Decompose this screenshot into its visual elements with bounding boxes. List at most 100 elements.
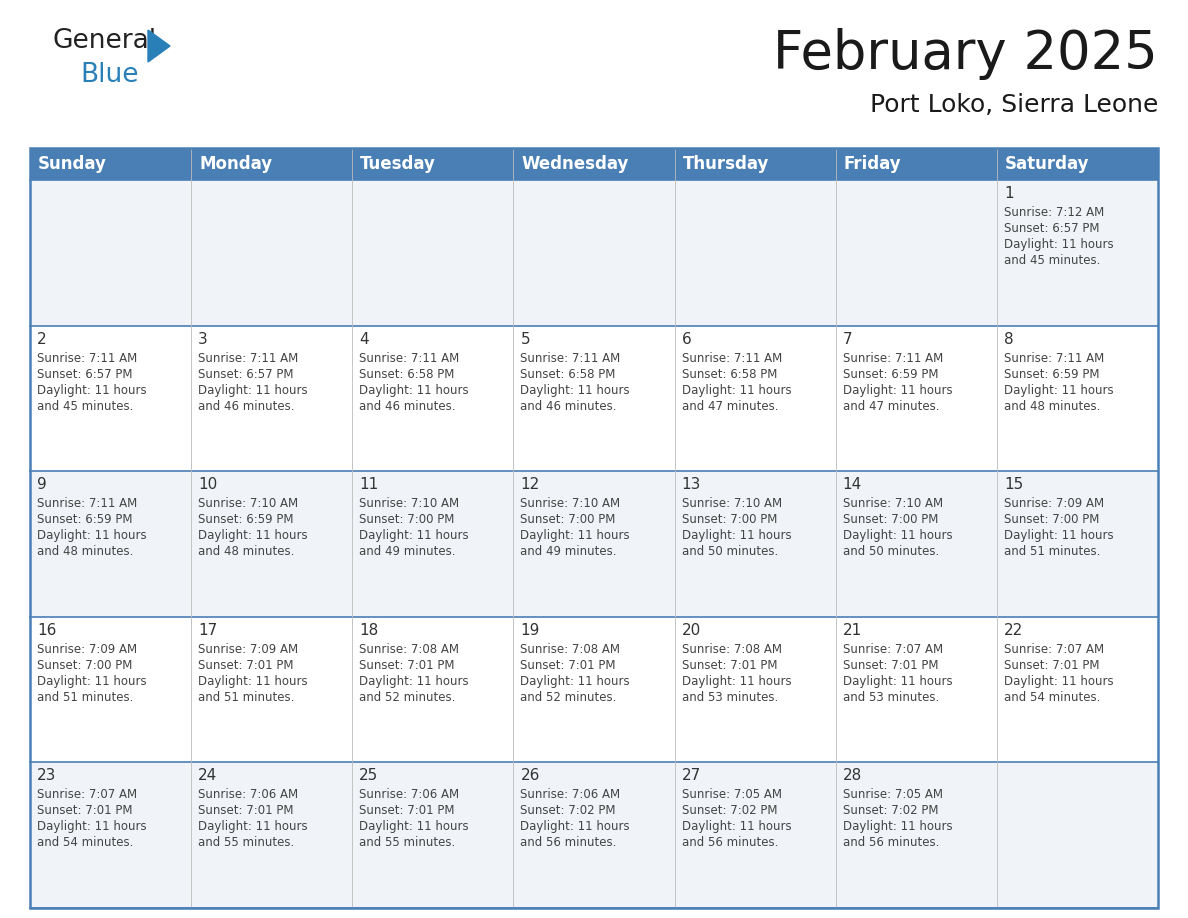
Text: Sunset: 7:01 PM: Sunset: 7:01 PM [198, 659, 293, 672]
Text: Sunrise: 7:10 AM: Sunrise: 7:10 AM [842, 498, 943, 510]
Text: Sunset: 7:00 PM: Sunset: 7:00 PM [359, 513, 455, 526]
Text: Daylight: 11 hours: Daylight: 11 hours [842, 675, 953, 688]
Text: and 46 minutes.: and 46 minutes. [359, 399, 456, 412]
Text: Sunset: 7:02 PM: Sunset: 7:02 PM [682, 804, 777, 817]
Text: Daylight: 11 hours: Daylight: 11 hours [359, 821, 469, 834]
Text: General: General [52, 28, 156, 54]
Text: Sunrise: 7:12 AM: Sunrise: 7:12 AM [1004, 206, 1104, 219]
Text: and 46 minutes.: and 46 minutes. [520, 399, 617, 412]
Text: 4: 4 [359, 331, 369, 347]
Text: Sunrise: 7:09 AM: Sunrise: 7:09 AM [37, 643, 137, 655]
Text: 7: 7 [842, 331, 852, 347]
Text: 5: 5 [520, 331, 530, 347]
Text: and 56 minutes.: and 56 minutes. [682, 836, 778, 849]
Text: and 56 minutes.: and 56 minutes. [520, 836, 617, 849]
Text: Monday: Monday [200, 155, 272, 173]
Text: 19: 19 [520, 622, 539, 638]
Text: Daylight: 11 hours: Daylight: 11 hours [520, 384, 630, 397]
Text: and 55 minutes.: and 55 minutes. [198, 836, 295, 849]
Text: Daylight: 11 hours: Daylight: 11 hours [198, 384, 308, 397]
Text: Sunrise: 7:11 AM: Sunrise: 7:11 AM [520, 352, 620, 364]
Text: Sunrise: 7:09 AM: Sunrise: 7:09 AM [1004, 498, 1104, 510]
Text: Sunset: 7:01 PM: Sunset: 7:01 PM [359, 659, 455, 672]
Text: and 51 minutes.: and 51 minutes. [37, 691, 133, 704]
Text: Sunrise: 7:06 AM: Sunrise: 7:06 AM [520, 789, 620, 801]
Text: Sunset: 7:00 PM: Sunset: 7:00 PM [842, 513, 939, 526]
Text: Daylight: 11 hours: Daylight: 11 hours [520, 821, 630, 834]
Text: Thursday: Thursday [683, 155, 769, 173]
Polygon shape [148, 30, 170, 62]
Text: and 49 minutes.: and 49 minutes. [359, 545, 456, 558]
Text: Sunset: 7:01 PM: Sunset: 7:01 PM [37, 804, 133, 817]
Text: 15: 15 [1004, 477, 1023, 492]
Text: Daylight: 11 hours: Daylight: 11 hours [682, 675, 791, 688]
Text: Daylight: 11 hours: Daylight: 11 hours [1004, 238, 1113, 251]
Text: 18: 18 [359, 622, 379, 638]
Text: Sunday: Sunday [38, 155, 107, 173]
Text: Sunset: 7:02 PM: Sunset: 7:02 PM [842, 804, 939, 817]
Text: Sunrise: 7:08 AM: Sunrise: 7:08 AM [520, 643, 620, 655]
Text: Saturday: Saturday [1005, 155, 1089, 173]
Text: 6: 6 [682, 331, 691, 347]
Text: Sunset: 6:57 PM: Sunset: 6:57 PM [1004, 222, 1099, 235]
Text: Sunrise: 7:09 AM: Sunrise: 7:09 AM [198, 643, 298, 655]
Text: and 53 minutes.: and 53 minutes. [842, 691, 939, 704]
Text: Daylight: 11 hours: Daylight: 11 hours [37, 675, 146, 688]
Bar [30, 617, 1158, 763]
Text: and 54 minutes.: and 54 minutes. [37, 836, 133, 849]
Text: 25: 25 [359, 768, 379, 783]
Text: 17: 17 [198, 622, 217, 638]
Text: Sunset: 7:01 PM: Sunset: 7:01 PM [1004, 659, 1099, 672]
Text: Daylight: 11 hours: Daylight: 11 hours [842, 529, 953, 543]
Text: and 53 minutes.: and 53 minutes. [682, 691, 778, 704]
Text: Daylight: 11 hours: Daylight: 11 hours [198, 675, 308, 688]
Text: and 50 minutes.: and 50 minutes. [842, 545, 939, 558]
Text: Port Loko, Sierra Leone: Port Loko, Sierra Leone [870, 93, 1158, 117]
Text: Daylight: 11 hours: Daylight: 11 hours [842, 821, 953, 834]
Text: Sunset: 6:58 PM: Sunset: 6:58 PM [682, 367, 777, 381]
Text: Daylight: 11 hours: Daylight: 11 hours [198, 529, 308, 543]
Text: Sunset: 6:58 PM: Sunset: 6:58 PM [520, 367, 615, 381]
Bar [30, 180, 1158, 326]
Text: and 54 minutes.: and 54 minutes. [1004, 691, 1100, 704]
Text: 13: 13 [682, 477, 701, 492]
Text: 27: 27 [682, 768, 701, 783]
Text: 10: 10 [198, 477, 217, 492]
Text: Daylight: 11 hours: Daylight: 11 hours [682, 384, 791, 397]
Text: Sunset: 6:58 PM: Sunset: 6:58 PM [359, 367, 455, 381]
Text: Sunset: 6:57 PM: Sunset: 6:57 PM [37, 367, 133, 381]
Text: 2: 2 [37, 331, 46, 347]
Text: Daylight: 11 hours: Daylight: 11 hours [359, 675, 469, 688]
Text: 22: 22 [1004, 622, 1023, 638]
Text: Sunset: 7:00 PM: Sunset: 7:00 PM [520, 513, 615, 526]
Text: 26: 26 [520, 768, 539, 783]
Text: Daylight: 11 hours: Daylight: 11 hours [1004, 675, 1113, 688]
Text: Wednesday: Wednesday [522, 155, 628, 173]
Text: Daylight: 11 hours: Daylight: 11 hours [1004, 384, 1113, 397]
Bar [30, 148, 1158, 908]
Text: Daylight: 11 hours: Daylight: 11 hours [37, 384, 146, 397]
Text: Sunrise: 7:11 AM: Sunrise: 7:11 AM [198, 352, 298, 364]
Text: Sunrise: 7:11 AM: Sunrise: 7:11 AM [359, 352, 460, 364]
Text: 14: 14 [842, 477, 862, 492]
Text: 21: 21 [842, 622, 862, 638]
Text: Daylight: 11 hours: Daylight: 11 hours [37, 529, 146, 543]
Text: Daylight: 11 hours: Daylight: 11 hours [682, 821, 791, 834]
Text: 9: 9 [37, 477, 46, 492]
Text: 16: 16 [37, 622, 56, 638]
Text: and 45 minutes.: and 45 minutes. [37, 399, 133, 412]
Text: Sunset: 7:02 PM: Sunset: 7:02 PM [520, 804, 615, 817]
Text: Sunset: 7:00 PM: Sunset: 7:00 PM [1004, 513, 1099, 526]
Text: and 52 minutes.: and 52 minutes. [359, 691, 456, 704]
Text: Sunset: 7:01 PM: Sunset: 7:01 PM [842, 659, 939, 672]
Text: February 2025: February 2025 [773, 28, 1158, 80]
Text: Sunrise: 7:11 AM: Sunrise: 7:11 AM [1004, 352, 1104, 364]
Bar [30, 326, 1158, 471]
Text: Daylight: 11 hours: Daylight: 11 hours [520, 529, 630, 543]
Text: and 50 minutes.: and 50 minutes. [682, 545, 778, 558]
Text: 3: 3 [198, 331, 208, 347]
Text: Sunrise: 7:06 AM: Sunrise: 7:06 AM [359, 789, 460, 801]
Text: 24: 24 [198, 768, 217, 783]
Text: and 46 minutes.: and 46 minutes. [198, 399, 295, 412]
Text: Sunrise: 7:11 AM: Sunrise: 7:11 AM [37, 352, 138, 364]
